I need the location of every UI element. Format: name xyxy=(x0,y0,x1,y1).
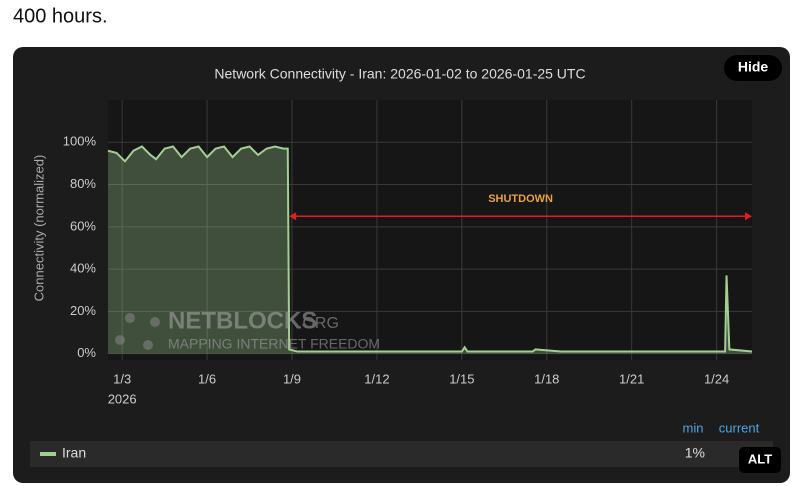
watermark-brand: NETBLOCKS xyxy=(168,307,317,334)
x-tick-label: 1/3 xyxy=(113,371,131,386)
x-tick-label: 1/18 xyxy=(534,371,559,386)
line xyxy=(107,145,753,353)
arrow-head xyxy=(289,212,297,221)
hide-label[interactable]: Hide xyxy=(738,59,769,75)
x-tick-label: 1/12 xyxy=(364,371,389,386)
legend-column: current xyxy=(719,420,760,435)
chart-title: Network Connectivity - Iran: 2026-01-02 … xyxy=(214,66,585,82)
x-tick-label: 1/9 xyxy=(283,371,301,386)
logo-node xyxy=(143,340,153,350)
post-text: 400 hours. xyxy=(13,5,108,27)
logo-node xyxy=(125,313,135,323)
x-tick-label: 1/6 xyxy=(198,371,216,386)
x-tick-label: 1/15 xyxy=(449,371,474,386)
alt-label[interactable]: ALT xyxy=(748,451,772,466)
y-tick-label: 0% xyxy=(77,345,96,360)
legend-row xyxy=(30,441,773,467)
arrow-head xyxy=(745,212,752,221)
legend-label: Iran xyxy=(62,445,86,461)
watermark: NETBLOCKS .ORG MAPPING INTERNET FREEDOM xyxy=(115,307,380,352)
legend-column: min xyxy=(683,420,704,435)
watermark-tagline: MAPPING INTERNET FREEDOM xyxy=(168,336,380,352)
alt-button[interactable] xyxy=(739,447,781,473)
watermark-suffix: .ORG xyxy=(298,315,339,332)
y-axis-label: Connectivity (normalized) xyxy=(31,155,46,302)
x-tick-label: 1/24 xyxy=(704,371,729,386)
logo-node xyxy=(150,317,160,327)
y-tick-label: 80% xyxy=(70,176,96,191)
plot-area xyxy=(108,100,752,360)
plot: 0% 20% 40% 60% 80% 100% 1/3 2026 1/6 1/9 1/12 1/15 1… xyxy=(63,100,753,406)
area xyxy=(108,146,752,354)
y-tick-label: 60% xyxy=(70,218,96,233)
x-year-label: 2026 xyxy=(108,391,137,406)
logo-node xyxy=(115,335,125,345)
y-tick-label: 20% xyxy=(70,303,96,318)
legend-swatch xyxy=(40,452,56,456)
current-value: 1% xyxy=(685,445,705,461)
hide-button[interactable] xyxy=(724,55,782,81)
annotation: SHUTDOWN xyxy=(488,193,553,205)
x-tick-label: 1/21 xyxy=(619,371,644,386)
y-tick-label: 40% xyxy=(70,261,96,276)
y-tick-label: 100% xyxy=(63,134,97,149)
